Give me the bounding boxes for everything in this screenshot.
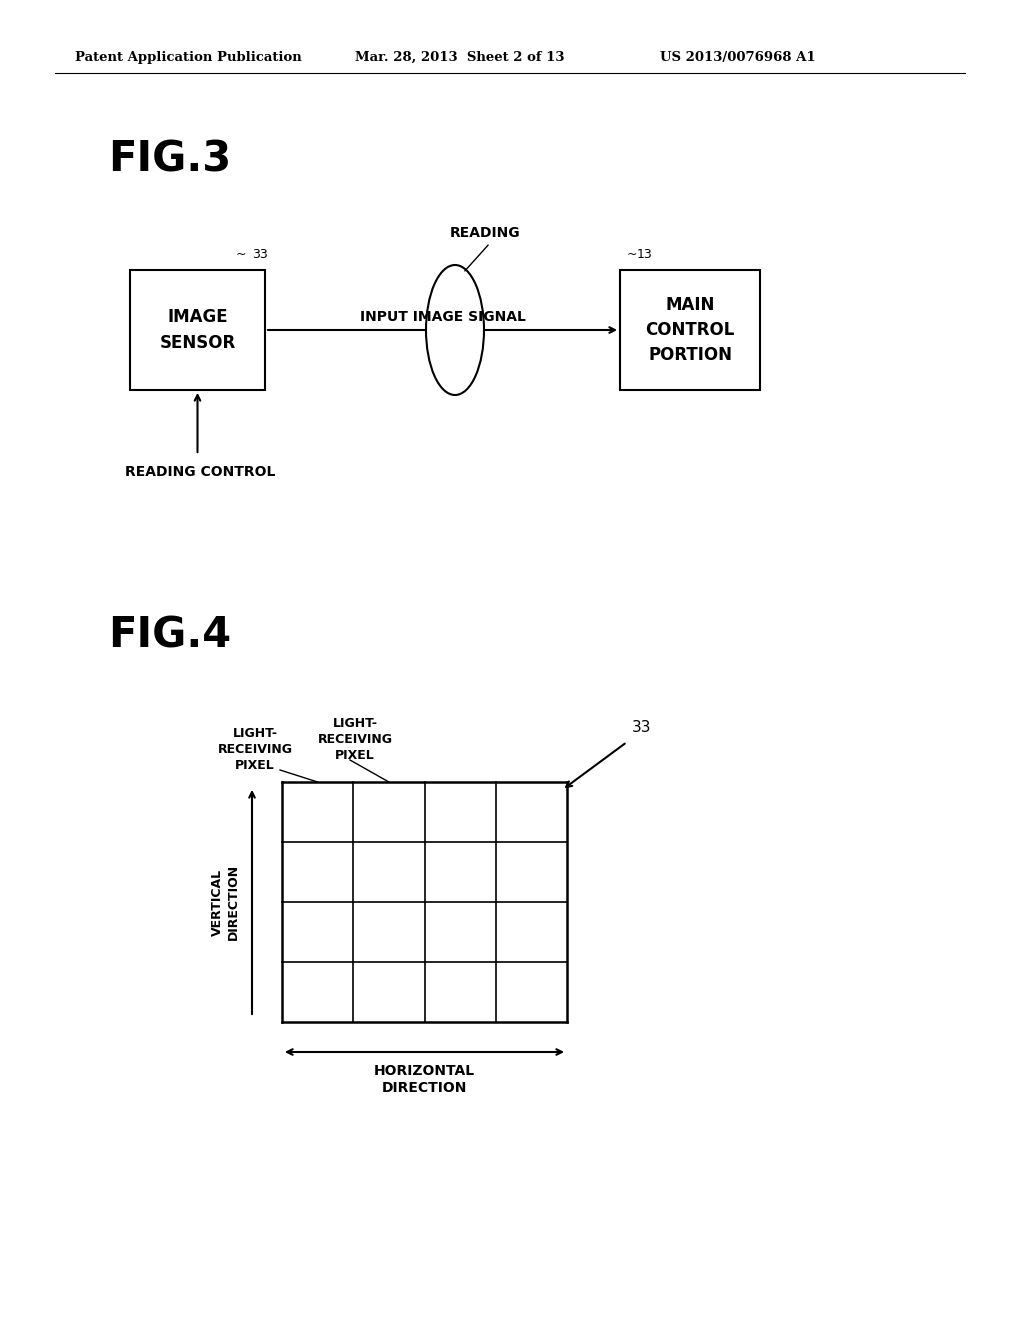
Text: Patent Application Publication: Patent Application Publication bbox=[75, 50, 302, 63]
Text: MAIN
CONTROL
PORTION: MAIN CONTROL PORTION bbox=[645, 296, 734, 364]
Text: LIGHT-
RECEIVING
PIXEL: LIGHT- RECEIVING PIXEL bbox=[317, 717, 392, 762]
Text: 33: 33 bbox=[632, 719, 651, 734]
Text: ~: ~ bbox=[627, 248, 638, 260]
Ellipse shape bbox=[426, 265, 484, 395]
Text: Mar. 28, 2013  Sheet 2 of 13: Mar. 28, 2013 Sheet 2 of 13 bbox=[355, 50, 564, 63]
Text: ~: ~ bbox=[236, 248, 246, 260]
Text: INPUT IMAGE SIGNAL: INPUT IMAGE SIGNAL bbox=[359, 310, 525, 323]
Text: HORIZONTAL
DIRECTION: HORIZONTAL DIRECTION bbox=[374, 1064, 475, 1096]
Text: LIGHT-
RECEIVING
PIXEL: LIGHT- RECEIVING PIXEL bbox=[217, 727, 293, 772]
Text: IMAGE
SENSOR: IMAGE SENSOR bbox=[160, 309, 236, 351]
Text: READING: READING bbox=[450, 226, 520, 240]
Text: 13: 13 bbox=[637, 248, 652, 260]
Text: 33: 33 bbox=[252, 248, 267, 260]
Text: FIG.3: FIG.3 bbox=[108, 139, 231, 181]
Bar bbox=[130, 271, 265, 389]
Text: VERTICAL
DIRECTION: VERTICAL DIRECTION bbox=[211, 863, 240, 940]
Text: FIG.4: FIG.4 bbox=[108, 614, 231, 656]
Text: READING CONTROL: READING CONTROL bbox=[125, 465, 275, 479]
Text: US 2013/0076968 A1: US 2013/0076968 A1 bbox=[660, 50, 816, 63]
Bar bbox=[620, 271, 760, 389]
